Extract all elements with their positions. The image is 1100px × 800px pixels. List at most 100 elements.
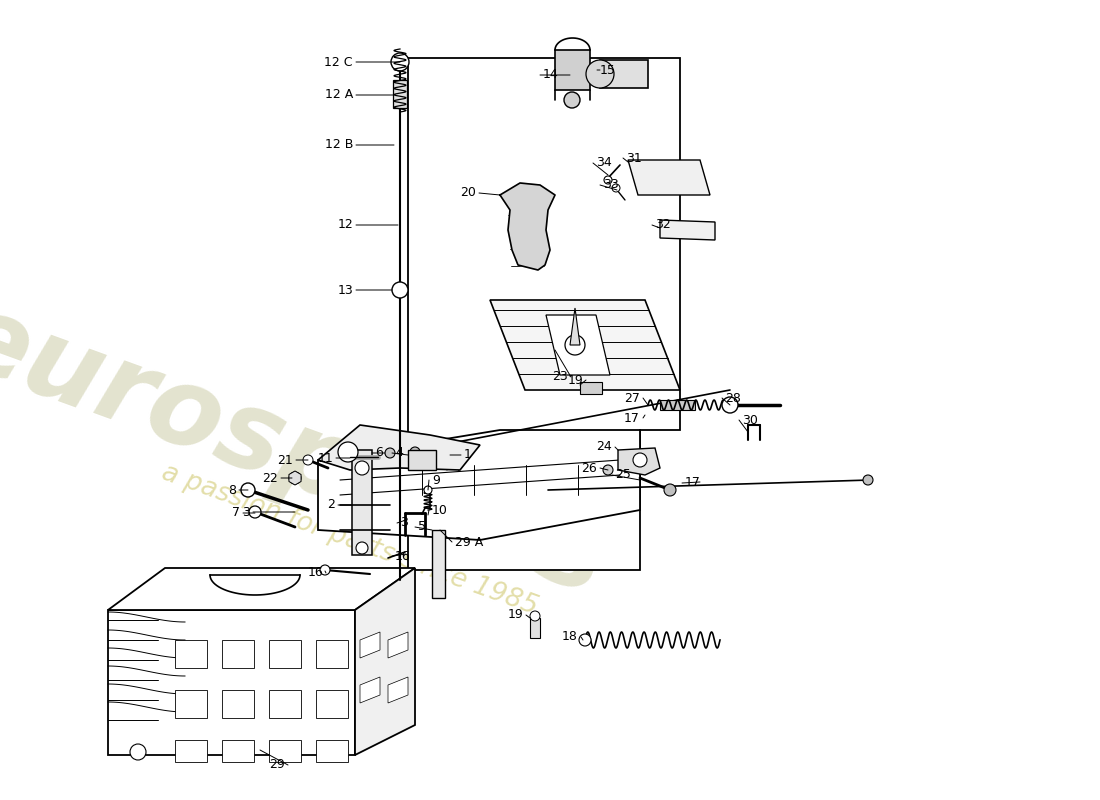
Polygon shape [660,220,715,240]
Text: 32: 32 [654,218,671,231]
Circle shape [130,744,146,760]
Text: 22: 22 [262,471,278,485]
Polygon shape [388,632,408,658]
Polygon shape [556,50,590,90]
Text: 14: 14 [543,69,559,82]
Circle shape [722,397,738,413]
Text: 30: 30 [742,414,758,426]
Bar [316,640,348,668]
Circle shape [603,465,613,475]
Circle shape [586,60,614,88]
Polygon shape [618,448,660,475]
Text: 34: 34 [596,157,612,170]
Text: a passion for parts since 1985: a passion for parts since 1985 [158,460,541,620]
Polygon shape [360,677,379,703]
Circle shape [564,92,580,108]
Bar [222,740,254,762]
Polygon shape [108,568,415,610]
Text: 18: 18 [562,630,578,643]
Polygon shape [108,610,355,755]
Circle shape [424,486,432,494]
Bar [530,618,540,638]
Text: 15: 15 [600,63,616,77]
Bar [408,450,436,470]
Text: 27: 27 [624,391,640,405]
Bar [222,690,254,718]
Text: 24: 24 [596,441,612,454]
Text: eurospares: eurospares [0,283,620,617]
Text: 12 B: 12 B [324,138,353,151]
Bar [393,80,407,108]
Circle shape [604,176,612,184]
Circle shape [864,475,873,485]
Circle shape [565,335,585,355]
Text: 16: 16 [307,566,323,579]
Text: 28: 28 [725,391,741,405]
Text: 6: 6 [375,446,383,459]
Text: 33: 33 [603,178,618,191]
Bar [175,640,207,668]
Bar [222,640,254,668]
Polygon shape [600,60,648,88]
Text: 16: 16 [395,550,410,562]
Text: 1: 1 [464,449,472,462]
Text: 7: 7 [232,506,240,519]
Bar [316,690,348,718]
Bar [432,530,446,598]
Text: 12 C: 12 C [324,55,353,69]
Circle shape [632,453,647,467]
Polygon shape [628,160,710,195]
Text: 3: 3 [400,517,408,530]
Circle shape [579,634,591,646]
Polygon shape [355,568,415,755]
Text: 23: 23 [552,370,568,383]
Polygon shape [318,430,640,540]
Bar [270,640,301,668]
Circle shape [612,184,620,192]
Circle shape [392,282,408,298]
Text: 10: 10 [432,503,448,517]
Circle shape [249,506,261,518]
Text: 11: 11 [317,451,333,465]
Circle shape [320,565,330,575]
Polygon shape [318,425,480,470]
Text: 21: 21 [277,454,293,466]
Circle shape [664,484,676,496]
Polygon shape [490,300,680,390]
Polygon shape [546,315,611,375]
Text: 3: 3 [242,506,250,518]
Circle shape [302,455,313,465]
Text: 5: 5 [418,521,426,534]
Circle shape [390,53,409,71]
Circle shape [385,448,395,458]
Bar [660,400,695,410]
Circle shape [356,542,369,554]
Circle shape [530,611,540,621]
Text: 2: 2 [327,498,336,511]
Text: 25: 25 [615,469,631,482]
Circle shape [338,442,358,462]
Text: 9: 9 [432,474,440,486]
Bar [270,740,301,762]
Polygon shape [388,677,408,703]
Text: 17: 17 [685,477,701,490]
Text: 29: 29 [270,758,285,771]
Polygon shape [352,450,372,555]
Polygon shape [289,471,301,485]
Text: 8: 8 [228,483,236,497]
Text: 31: 31 [626,151,641,165]
Bar [316,740,348,762]
Text: 4: 4 [395,446,403,459]
Circle shape [289,472,301,484]
Bar [580,382,602,394]
Text: 17: 17 [624,411,640,425]
Circle shape [410,447,420,457]
Text: 19: 19 [507,609,522,622]
Polygon shape [408,58,680,570]
Circle shape [241,483,255,497]
Text: 12 A: 12 A [324,89,353,102]
Bar [270,690,301,718]
Text: 19: 19 [568,374,583,386]
Circle shape [355,461,368,475]
Bar [175,690,207,718]
